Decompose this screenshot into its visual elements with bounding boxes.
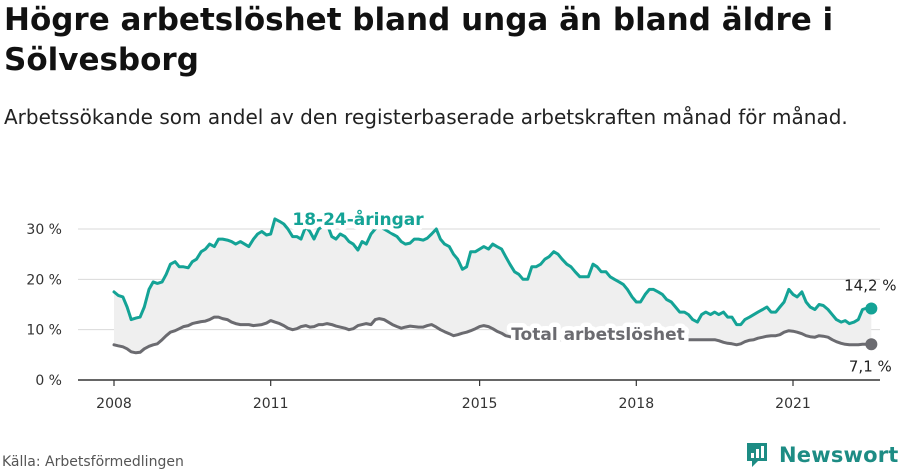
x-tick-label: 2011 xyxy=(253,396,289,412)
end-label-total: 7,1 % xyxy=(849,357,892,375)
series-line-total xyxy=(112,315,873,355)
y-tick-label: 20 % xyxy=(26,272,62,288)
axes: 0 % 10 % 20 % 30 % 2008 2011 2015 2018 2021 xyxy=(26,222,810,412)
series-end-marker-total xyxy=(865,338,878,351)
series-lines xyxy=(112,217,878,355)
gap-band xyxy=(114,218,872,353)
chart-title: Högre arbetslöshet bland unga än bland ä… xyxy=(4,2,834,78)
y-tick-label: 30 % xyxy=(26,222,62,238)
label-halo: Total arbetslöshet xyxy=(511,325,685,345)
x-tick-label: 2008 xyxy=(96,396,132,412)
x-tick-label: 2015 xyxy=(462,396,498,412)
series-end-marker-youth xyxy=(865,302,878,315)
series-line-youth xyxy=(112,217,873,327)
source-note: Källa: Arbetsförmedlingen xyxy=(2,454,184,470)
brand-name: Newsworthy xyxy=(779,443,900,467)
label-text: Total arbetslöshet xyxy=(511,325,685,345)
brand-logo-link[interactable]: Newsworthy xyxy=(745,442,900,468)
gap-band-area xyxy=(114,218,872,353)
label-text: 18-24-åringar xyxy=(292,208,424,230)
x-tick-label: 2018 xyxy=(618,396,654,412)
x-tick-label: 2021 xyxy=(775,396,811,412)
y-tick-label: 0 % xyxy=(35,373,62,389)
y-tick-label: 10 % xyxy=(26,323,62,339)
chart-subtitle: Arbetssökande som andel av den registerb… xyxy=(4,105,848,129)
newsworthy-logo-icon xyxy=(747,443,767,467)
end-label-youth: 14,2 % xyxy=(844,277,896,295)
